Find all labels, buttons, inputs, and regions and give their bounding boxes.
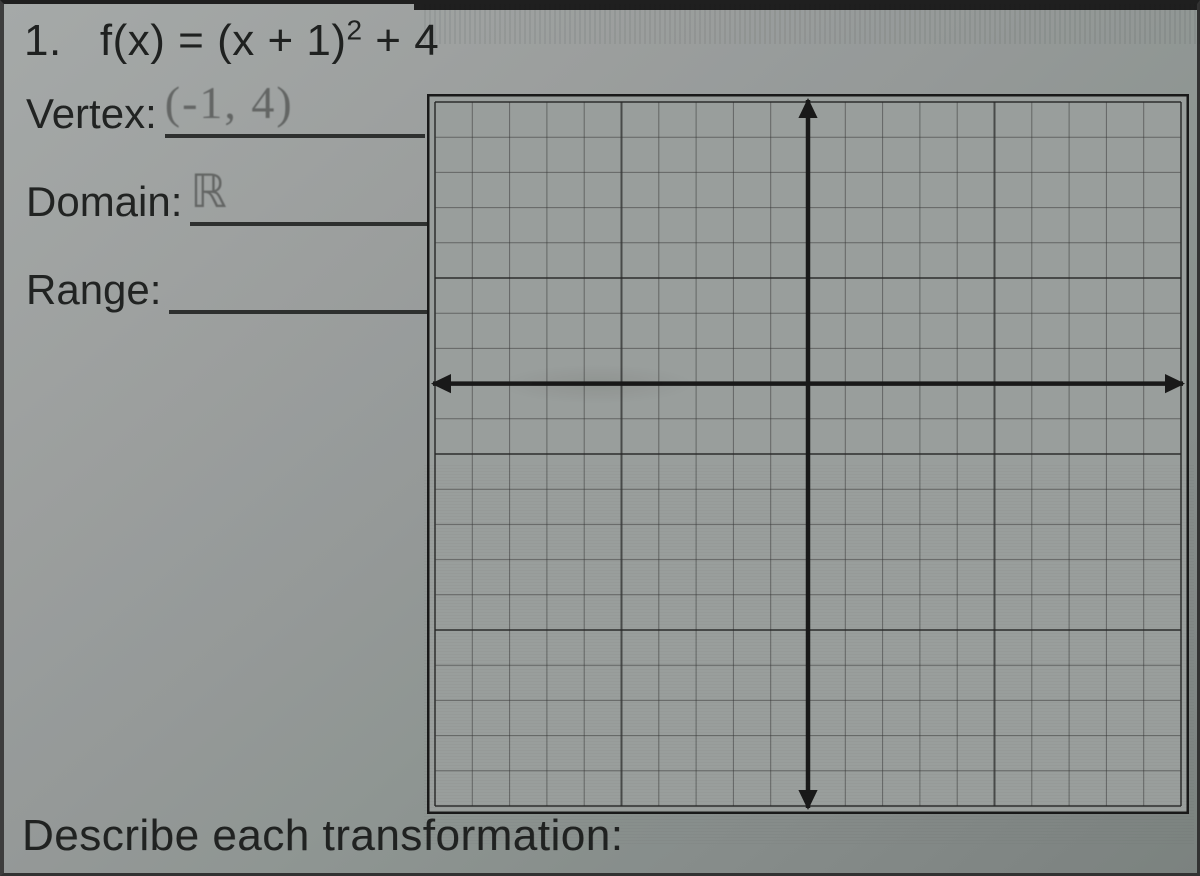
domain-blank[interactable]: ℝ — [190, 170, 450, 226]
problem-number: 1. — [24, 16, 62, 65]
scan-edge-top — [414, 4, 1197, 28]
equation-exponent: 2 — [346, 14, 362, 45]
range-blank[interactable] — [169, 258, 429, 314]
range-label: Range: — [26, 266, 161, 314]
vertex-label: Vertex: — [26, 90, 157, 138]
describe-prompt: Describe each transformation: — [22, 811, 623, 861]
domain-handwriting: ℝ — [190, 164, 450, 224]
vertex-blank[interactable]: (-1, 4) — [165, 82, 425, 138]
vertex-handwriting: (-1, 4) — [165, 76, 425, 136]
equation-left: f(x) = (x + 1) — [100, 16, 347, 65]
domain-label: Domain: — [26, 178, 182, 226]
range-handwriting — [169, 252, 429, 312]
describe-prompt-text: Describe each transformation: — [22, 811, 623, 860]
coordinate-grid — [427, 94, 1189, 814]
grid-svg — [427, 94, 1189, 814]
worksheet-page: 1. f(x) = (x + 1)2 + 4 Vertex: (-1, 4) D… — [0, 0, 1200, 876]
